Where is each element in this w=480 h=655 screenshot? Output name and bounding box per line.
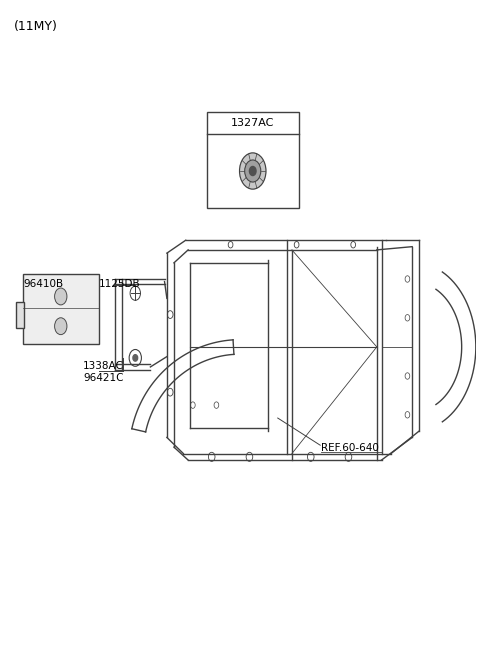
Text: (11MY): (11MY) (13, 20, 58, 33)
Bar (23, 274, 98, 344)
Text: 1338AC: 1338AC (83, 362, 124, 371)
Text: 96410B: 96410B (23, 278, 63, 288)
Circle shape (250, 166, 256, 176)
Circle shape (55, 288, 67, 305)
Circle shape (55, 318, 67, 335)
Text: 1125DB: 1125DB (98, 278, 140, 288)
Bar (207, 112, 299, 208)
Circle shape (245, 160, 261, 182)
Text: 1327AC: 1327AC (231, 117, 275, 128)
Circle shape (240, 153, 266, 189)
Bar (16, 302, 24, 328)
Text: 96421C: 96421C (83, 373, 123, 383)
Circle shape (133, 354, 138, 361)
Text: REF.60-640: REF.60-640 (321, 443, 379, 453)
